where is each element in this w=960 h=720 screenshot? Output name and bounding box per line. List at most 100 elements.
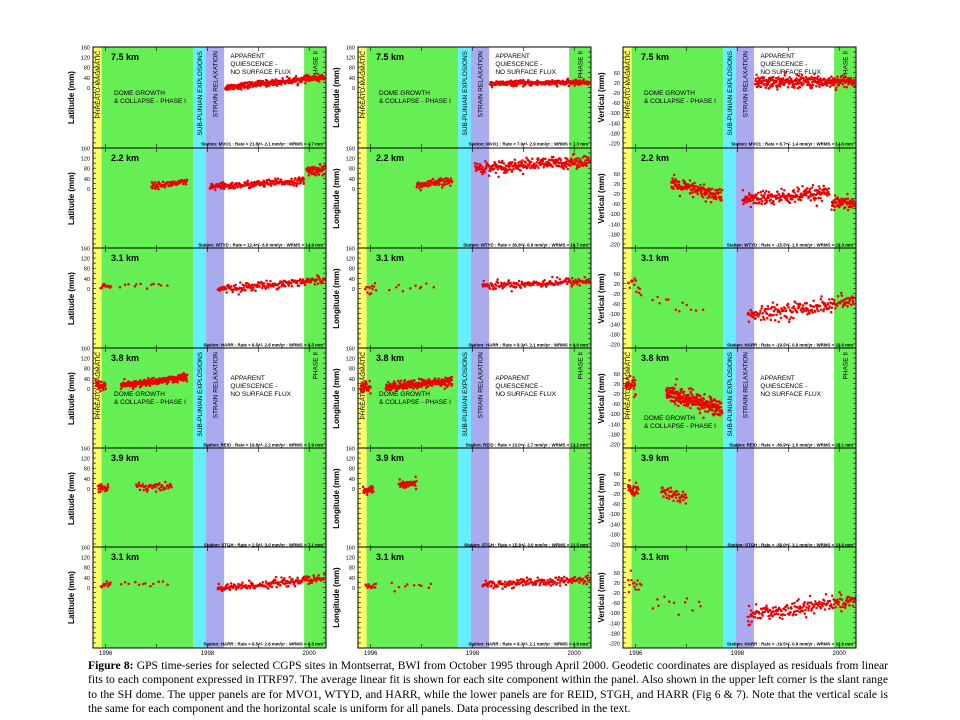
data-point xyxy=(509,281,512,285)
data-point xyxy=(817,185,821,188)
data-point xyxy=(777,320,780,324)
data-point xyxy=(302,182,306,185)
data-point xyxy=(127,282,130,286)
y-axis-label: Latitude (mm) xyxy=(67,71,76,124)
data-point xyxy=(829,311,833,314)
data-point xyxy=(828,305,832,309)
data-point xyxy=(250,80,254,84)
data-point xyxy=(521,172,525,176)
data-point xyxy=(849,76,853,80)
phase-label-dome-growth: DOME GROWTH xyxy=(379,391,430,398)
data-point xyxy=(785,197,789,200)
data-point xyxy=(674,308,678,311)
data-point xyxy=(142,488,146,492)
phase-label-dome-growth: DOME GROWTH xyxy=(114,391,165,398)
data-point xyxy=(411,381,415,385)
data-point xyxy=(401,290,405,293)
data-point xyxy=(719,405,723,409)
data-point xyxy=(753,313,756,317)
data-point xyxy=(496,278,499,281)
y-tick-label: 80 xyxy=(349,267,355,273)
panel-r3-c3: 60 20 -20 -60 -100 -140 -180 -220 Vertical (mm) 3… xyxy=(597,247,857,358)
data-point xyxy=(242,284,246,287)
panel-r5-c1: 160 120 80 40 0 Latitude (mm) 3.9 km Station: S… xyxy=(67,447,327,550)
data-point xyxy=(360,390,363,394)
data-point xyxy=(558,278,562,281)
data-point xyxy=(482,279,485,283)
y-tick-label: 40 xyxy=(349,377,355,383)
phase-band-dome xyxy=(631,47,724,148)
data-point xyxy=(244,289,247,292)
data-point xyxy=(319,77,322,81)
data-point xyxy=(693,181,696,185)
data-point xyxy=(369,386,372,389)
data-point xyxy=(794,301,797,304)
data-point xyxy=(809,77,813,81)
data-point xyxy=(265,285,268,289)
y-tick-label: 160 xyxy=(81,46,90,52)
data-point xyxy=(478,168,481,171)
phase-band-dome xyxy=(101,248,194,349)
data-point xyxy=(637,487,640,491)
data-point xyxy=(784,309,788,313)
data-point xyxy=(751,198,755,202)
data-point xyxy=(743,199,747,202)
data-point xyxy=(760,202,764,206)
data-point xyxy=(759,190,763,194)
data-point xyxy=(106,483,110,486)
data-point xyxy=(579,83,583,86)
data-point xyxy=(846,197,850,200)
y-tick-label: -180 xyxy=(609,532,620,538)
data-point xyxy=(695,393,698,396)
data-point xyxy=(240,88,243,91)
data-point xyxy=(414,475,417,478)
data-point xyxy=(825,188,829,192)
data-point xyxy=(702,398,706,401)
data-point xyxy=(297,284,301,287)
data-point xyxy=(441,186,444,189)
phase-band-strain xyxy=(735,47,755,148)
data-series xyxy=(626,277,856,324)
data-point xyxy=(812,305,816,309)
phase-label-subplinian: SUB-PLINIAN EXPLOSIONS xyxy=(197,50,204,135)
data-point xyxy=(718,413,722,417)
y-tick-label: 20 xyxy=(614,81,620,87)
data-point xyxy=(317,275,321,278)
data-point xyxy=(562,167,565,171)
data-point xyxy=(678,400,682,403)
data-point xyxy=(315,278,319,282)
station-footer: Station: HARR : Rate = -19.5+/- 0.9 mm/y… xyxy=(727,343,853,348)
data-point xyxy=(820,81,824,85)
data-point xyxy=(834,307,837,310)
data-point xyxy=(387,388,391,392)
phase-label-phase-ii: PHASE II xyxy=(843,51,850,79)
data-point xyxy=(683,394,687,397)
data-point xyxy=(412,387,415,390)
data-point xyxy=(563,163,567,166)
data-point xyxy=(763,194,766,197)
data-point xyxy=(843,303,847,307)
phase-label-quiescence: APPARENT xyxy=(230,375,265,382)
data-point xyxy=(687,393,690,397)
data-point xyxy=(417,377,421,381)
data-point xyxy=(638,291,641,295)
phase-band-dome xyxy=(366,248,459,349)
data-point xyxy=(760,307,763,310)
data-point xyxy=(756,197,760,200)
phase-label-quiescence: APPARENT xyxy=(495,53,530,60)
phase-band-subplinian xyxy=(193,248,206,349)
data-point xyxy=(564,280,568,283)
data-point xyxy=(557,162,560,165)
data-point xyxy=(748,193,751,196)
data-point xyxy=(820,295,823,298)
data-point xyxy=(767,196,770,199)
data-series xyxy=(670,173,856,212)
data-point xyxy=(318,80,321,83)
data-point xyxy=(444,383,448,387)
data-point xyxy=(308,171,311,174)
data-point xyxy=(810,186,814,189)
data-point xyxy=(146,488,149,491)
data-point xyxy=(566,81,569,85)
data-point xyxy=(238,181,241,185)
data-point xyxy=(834,201,838,204)
